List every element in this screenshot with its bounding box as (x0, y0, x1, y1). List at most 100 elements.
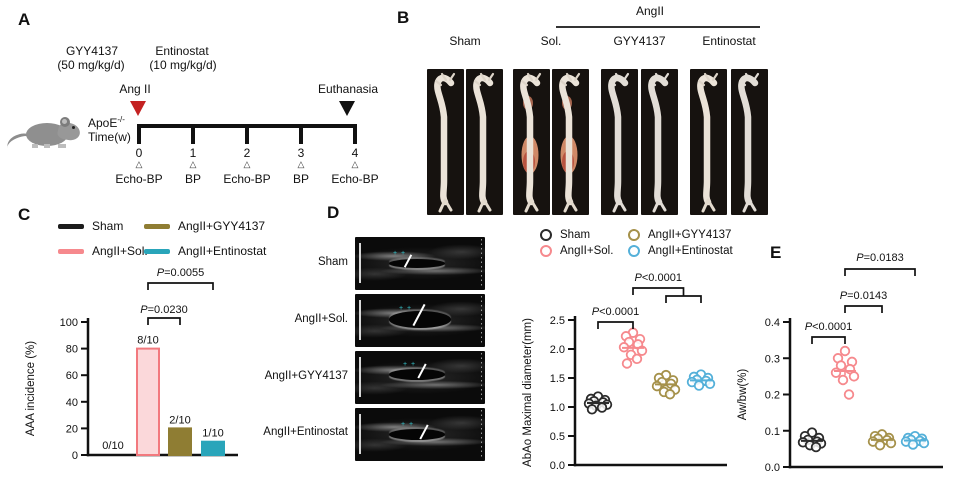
us-ruler (480, 239, 482, 288)
strain-superscript: -/- (117, 115, 125, 124)
caliper-mark: + + (401, 421, 415, 428)
svg-text:8/10: 8/10 (137, 335, 158, 347)
timeline-tick-0 (137, 124, 141, 144)
caliper-mark: + + (393, 250, 407, 257)
svg-text:0.1: 0.1 (765, 426, 780, 438)
mouse-eye (72, 126, 75, 129)
week-event: Echo-BP (115, 172, 163, 186)
mouse-feet (32, 144, 66, 148)
svg-text:40: 40 (66, 397, 78, 409)
sham-circle (540, 229, 552, 241)
svg-text:P=0.0230: P=0.0230 (140, 304, 187, 316)
svg-text:P<0.0001: P<0.0001 (635, 272, 682, 284)
angii-start-marker-icon (130, 101, 146, 116)
us-scalebar (359, 414, 361, 454)
week-event: Echo-BP (331, 172, 379, 186)
drug1-name: GYY4137 (65, 44, 119, 58)
caliper-mark: + + (403, 361, 417, 368)
svg-text:P=0.0143: P=0.0143 (840, 290, 887, 302)
svg-text:P<0.0001: P<0.0001 (592, 306, 639, 318)
aaa-incidence-bar-chart: 0 20 40 60 80 100 AAA incidence (%) 0/10 8/10 2/1… (20, 256, 286, 489)
timeline-tick-2 (245, 124, 249, 144)
panel-e-label: E (770, 243, 782, 262)
legend-item-sol: AngII+Sol. (58, 244, 148, 258)
week-marker-icon (344, 159, 366, 170)
drug2-dose: (10 mg/kg/d) (149, 58, 217, 72)
timeline-tick-4 (353, 124, 357, 144)
week-event: Echo-BP (223, 172, 271, 186)
us-ruler (480, 410, 482, 459)
us-ruler (480, 353, 482, 402)
week-number: 4 (351, 146, 359, 160)
sham-swatch (58, 223, 84, 229)
svg-text:AbAo Maximal diameter(mm): AbAo Maximal diameter(mm) (522, 318, 534, 467)
svg-text:0.5: 0.5 (550, 431, 565, 443)
euthanasia-marker-icon (339, 101, 355, 116)
week-marker-icon (290, 159, 312, 170)
d-legend-item-sol: AngII+Sol. (540, 245, 613, 257)
svg-text:0.3: 0.3 (765, 353, 780, 365)
svg-text:1/10: 1/10 (202, 428, 223, 440)
svg-text:60: 60 (66, 370, 78, 382)
timeline-axis-label: Time(w) (88, 130, 131, 144)
week-number: 2 (243, 146, 251, 160)
aorta-photo (690, 69, 727, 215)
us-row-label-sham: Sham (317, 256, 348, 268)
panel-a-label: A (18, 10, 31, 29)
us-vessel (389, 369, 445, 380)
aorta-photo (731, 69, 768, 215)
week-number: 3 (297, 146, 305, 160)
legend-item-sham: Sham (58, 219, 123, 233)
ultrasound-image-gyy: + + (355, 351, 485, 404)
us-scalebar (359, 243, 361, 283)
d-legend-item-gyy: AngII+GYY4137 (628, 229, 731, 241)
panel-c-label: C (18, 205, 31, 224)
angii-group-underline (556, 26, 760, 28)
panel-b-label: B (397, 8, 410, 27)
ultrasound-image-sol: + + (355, 294, 485, 347)
svg-text:0.2: 0.2 (765, 390, 780, 402)
abao-diameter-scatter-plot: 0.0 0.5 1.0 1.5 2.0 2.5 AbAo Maximal diameter(… (520, 260, 812, 488)
mouse-icon (4, 110, 88, 158)
svg-text:2.5: 2.5 (550, 315, 565, 327)
drug2-name: Entinostat (155, 44, 209, 58)
us-row-label-sol: AngII+Sol. (294, 313, 348, 325)
ultrasound-image-entinostat: + + (355, 408, 485, 461)
column-label-sol: Sol. (540, 34, 562, 48)
us-ruler (480, 296, 482, 345)
drug1-dose: (50 mg/kg/d) (57, 58, 125, 72)
column-label-gyy4137: GYY4137 (613, 34, 666, 48)
aorta-photo (427, 69, 464, 215)
d-legend-item-sham: Sham (540, 229, 590, 241)
svg-text:100: 100 (60, 317, 78, 329)
week-event: BP (184, 172, 201, 186)
svg-text:0.0: 0.0 (765, 462, 780, 474)
angii-group-header: AngII (635, 4, 665, 18)
week-number: 0 (135, 146, 143, 160)
gyy-circle (628, 229, 640, 241)
timeline-tick-1 (191, 124, 195, 144)
svg-text:80: 80 (66, 344, 78, 356)
svg-text:2/10: 2/10 (169, 414, 190, 426)
us-row-label-gyy: AngII+GYY4137 (264, 370, 348, 382)
svg-text:0.4: 0.4 (765, 317, 780, 329)
strain-label: ApoE-/- (88, 115, 125, 130)
aorta-photo (466, 69, 503, 215)
timeline-tick-3 (299, 124, 303, 144)
d-legend-item-entinostat: AngII+Entinostat (628, 245, 733, 257)
svg-text:0.0: 0.0 (550, 460, 565, 472)
week-marker-icon (236, 159, 258, 170)
svg-text:AAA incidence (%): AAA incidence (%) (25, 341, 37, 436)
svg-text:1.0: 1.0 (550, 402, 565, 414)
gyy-swatch (144, 223, 170, 229)
week-event: BP (292, 172, 309, 186)
svg-text:P=0.0183: P=0.0183 (856, 252, 903, 264)
legend-item-gyy: AngII+GYY4137 (144, 219, 265, 233)
aorta-photo (641, 69, 678, 215)
aw-bw-scatter-plot: 0.0 0.1 0.2 0.3 0.4 Aw/bw(%) P<0.0001 P=0.0143 P… (735, 242, 967, 488)
us-row-label-entinostat: AngII+Entinostat (263, 426, 348, 438)
us-vessel (389, 429, 445, 440)
svg-text:0: 0 (72, 450, 78, 462)
entinostat-swatch (144, 248, 170, 254)
